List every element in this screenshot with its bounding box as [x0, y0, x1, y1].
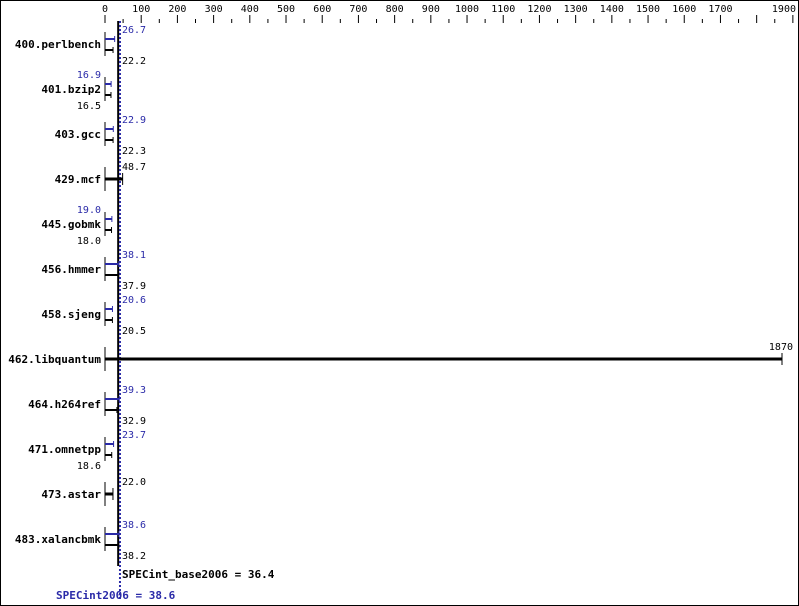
axis-tick-label: 1200	[527, 4, 551, 15]
benchmark-label: 471.omnetpp	[28, 443, 101, 456]
axis-tick-label: 500	[277, 4, 295, 15]
axis-tick-label: 200	[168, 4, 186, 15]
axis-tick-label: 1400	[600, 4, 624, 15]
peak-summary-label: SPECint2006 = 38.6	[56, 589, 176, 602]
axis-tick-label: 900	[422, 4, 440, 15]
axis-tick-label: 1600	[672, 4, 696, 15]
base-value-label: 38.2	[122, 551, 146, 562]
peak-value-label: 39.3	[122, 385, 146, 396]
base-value-label: 48.7	[122, 162, 146, 173]
axis-tick-label: 1900	[772, 4, 796, 15]
benchmark-label: 473.astar	[41, 488, 101, 501]
base-summary-label: SPECint_base2006 = 36.4	[122, 568, 275, 581]
benchmark-label: 400.perlbench	[15, 38, 101, 51]
axis-tick-label: 800	[386, 4, 404, 15]
peak-value-label: 26.7	[122, 25, 146, 36]
peak-value-label: 22.9	[122, 115, 146, 126]
base-value-label: 18.6	[77, 461, 101, 472]
benchmark-label: 429.mcf	[55, 173, 101, 186]
axis-tick-label: 1700	[708, 4, 732, 15]
base-value-label: 18.0	[77, 236, 101, 247]
base-value-label: 16.5	[77, 101, 101, 112]
base-value-label: 22.3	[122, 146, 146, 157]
axis-tick-label: 600	[313, 4, 331, 15]
peak-value-label: 20.6	[122, 295, 146, 306]
base-value-label: 1870	[769, 342, 793, 353]
peak-value-label: 19.0	[77, 205, 101, 216]
benchmark-label: 403.gcc	[55, 128, 101, 141]
peak-value-label: 16.9	[77, 70, 101, 81]
axis-tick-label: 400	[241, 4, 259, 15]
base-value-label: 20.5	[122, 326, 146, 337]
benchmark-label: 464.h264ref	[28, 398, 101, 411]
axis-tick-label: 0	[102, 4, 108, 15]
base-value-label: 22.2	[122, 56, 146, 67]
axis-tick-label: 1000	[455, 4, 479, 15]
benchmark-label: 458.sjeng	[41, 308, 101, 321]
benchmark-label: 456.hmmer	[41, 263, 101, 276]
axis-tick-label: 100	[132, 4, 150, 15]
base-value-label: 37.9	[122, 281, 146, 292]
peak-value-label: 38.1	[122, 250, 146, 261]
benchmark-label: 445.gobmk	[41, 218, 101, 231]
axis-tick-label: 1100	[491, 4, 515, 15]
axis-tick-label: 700	[349, 4, 367, 15]
base-value-label: 32.9	[122, 416, 146, 427]
benchmark-label: 462.libquantum	[8, 353, 101, 366]
axis-tick-label: 300	[205, 4, 223, 15]
benchmark-label: 483.xalancbmk	[15, 533, 101, 546]
peak-value-label: 38.6	[122, 520, 146, 531]
benchmark-label: 401.bzip2	[41, 83, 101, 96]
axis-tick-label: 1500	[636, 4, 660, 15]
axis-tick-label: 1300	[564, 4, 588, 15]
peak-value-label: 23.7	[122, 430, 146, 441]
base-value-label: 22.0	[122, 477, 146, 488]
